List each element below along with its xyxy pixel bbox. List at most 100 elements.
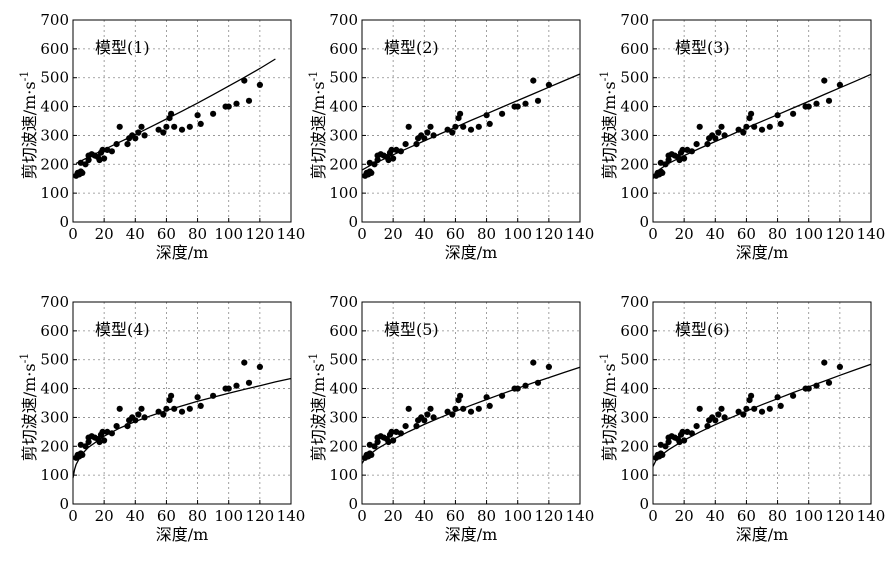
x-tick-label: 40 (415, 225, 434, 243)
data-point (740, 129, 747, 136)
y-tick-label: 100 (620, 466, 649, 484)
data-point (390, 437, 397, 444)
data-point (141, 414, 148, 421)
data-point (79, 451, 86, 458)
data-point (475, 405, 482, 412)
chart-panel-1: 0 20 40 60 80 100 120 1400100200300400500600700… (18, 11, 305, 262)
y-tick-label: 400 (620, 98, 649, 116)
data-point (522, 100, 529, 107)
data-point (449, 411, 456, 418)
data-point (197, 120, 204, 127)
x-tick-label: 40 (706, 225, 725, 243)
data-point (256, 81, 263, 88)
data-point (160, 129, 167, 136)
data-point (108, 148, 115, 155)
data-point (813, 100, 820, 107)
data-point (99, 428, 106, 435)
data-point (758, 126, 766, 133)
data-point (427, 123, 434, 130)
data-point (483, 112, 490, 119)
data-point (421, 417, 428, 424)
data-point (402, 423, 409, 430)
y-tick-label: 0 (348, 495, 358, 513)
data-point (721, 132, 728, 139)
data-point (712, 417, 719, 424)
data-point (743, 405, 750, 412)
x-tick-label: 120 (535, 507, 564, 525)
data-point (475, 123, 482, 130)
data-point (368, 451, 375, 458)
data-point (397, 430, 404, 437)
data-point (748, 110, 755, 117)
x-axis-label: 深度/m (736, 243, 789, 262)
data-point (821, 77, 828, 84)
data-point (421, 135, 428, 142)
data-point (241, 77, 248, 84)
data-point (790, 392, 797, 399)
data-point (486, 402, 493, 409)
x-tick-label: 40 (415, 507, 434, 525)
data-point (751, 123, 758, 130)
x-axis-label: 深度/m (156, 525, 209, 544)
data-point (735, 408, 742, 415)
x-tick-label: 140 (857, 225, 886, 243)
y-tick-label: 500 (329, 351, 358, 369)
data-point (457, 392, 464, 399)
y-tick-label: 200 (40, 155, 69, 173)
data-point (790, 110, 797, 117)
y-tick-label: 600 (40, 40, 69, 58)
data-point (805, 103, 812, 110)
data-point (171, 405, 178, 412)
data-point (135, 411, 142, 418)
y-tick-label: 0 (639, 495, 649, 513)
x-tick-label: 120 (246, 507, 275, 525)
data-point (486, 120, 493, 127)
y-tick-label: 600 (329, 40, 358, 58)
data-point (132, 417, 139, 424)
data-point (113, 423, 120, 430)
data-point (245, 97, 253, 104)
y-tick-label: 700 (329, 293, 358, 311)
x-tick-label: 0 (68, 507, 78, 525)
model-annotation: 模型(3) (675, 38, 730, 57)
data-point (101, 155, 108, 162)
data-point (371, 443, 378, 450)
data-point (457, 110, 464, 117)
data-point (194, 394, 201, 401)
x-tick-label: 80 (188, 507, 207, 525)
x-tick-label: 20 (95, 507, 114, 525)
x-tick-label: 100 (794, 225, 823, 243)
y-axis-label: 剪切波速/m·s-1 (18, 71, 39, 180)
data-point (168, 392, 175, 399)
data-point (186, 405, 193, 412)
model-annotation: 模型(2) (384, 38, 439, 57)
data-point (430, 414, 437, 421)
x-tick-label: 100 (214, 225, 243, 243)
plot-frame (652, 301, 872, 505)
y-tick-label: 400 (40, 380, 69, 398)
data-point (751, 405, 758, 412)
y-tick-label: 0 (59, 495, 69, 513)
chart-panel-5: 0 20 40 60 80 100 120 1400100200300400500600700… (307, 293, 594, 544)
model-annotation: 模型(1) (95, 38, 150, 57)
data-point (467, 126, 475, 133)
data-point (160, 411, 167, 418)
x-tick-label: 60 (446, 507, 465, 525)
x-tick-label: 60 (737, 225, 756, 243)
y-tick-label: 700 (40, 11, 69, 29)
data-point (665, 438, 672, 446)
data-point (225, 385, 232, 392)
data-point (821, 359, 828, 366)
data-point (712, 135, 719, 142)
model-annotation: 模型(5) (384, 320, 439, 339)
data-point (178, 126, 186, 133)
y-tick-label: 200 (40, 437, 69, 455)
x-axis-label: 深度/m (445, 525, 498, 544)
y-tick-label: 200 (620, 437, 649, 455)
model-annotation: 模型(4) (95, 320, 150, 339)
x-tick-label: 100 (214, 507, 243, 525)
data-point (836, 81, 844, 88)
y-tick-label: 100 (40, 184, 69, 202)
y-tick-label: 0 (639, 213, 649, 231)
data-point (85, 156, 92, 164)
